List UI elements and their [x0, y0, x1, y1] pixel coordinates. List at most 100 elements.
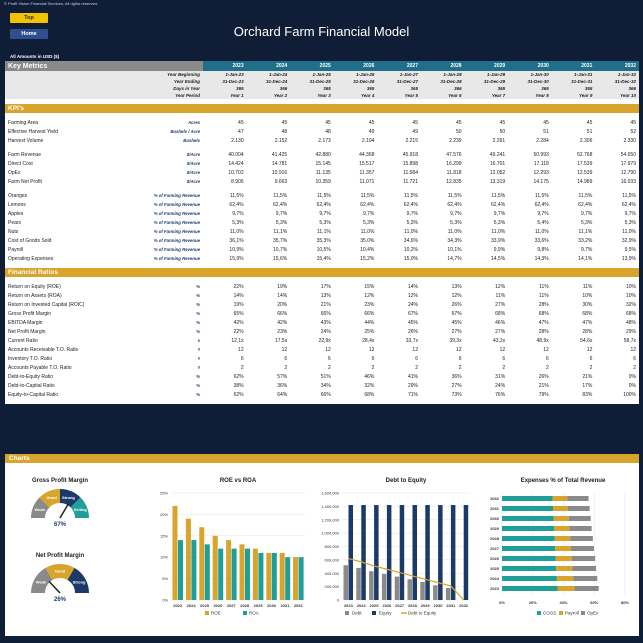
metric-row: Farming Area Acres 45 45 45 45 45 45 45 45 45 45 — [5, 118, 639, 127]
metric-value: 5,3% — [406, 219, 418, 226]
metric-unit: % — [196, 320, 201, 325]
metric-value: 45 — [281, 119, 288, 126]
period-cell: Year 3 — [290, 92, 334, 99]
metric-value: 5,3% — [319, 219, 331, 226]
metric-label: Nuts — [8, 228, 19, 235]
metric-value: 2 — [415, 364, 418, 371]
metric-unit: % — [196, 392, 201, 397]
metric-value: 51% — [320, 373, 331, 380]
metric-value: 49 — [412, 128, 418, 135]
y-tick-label: 800,000 — [325, 544, 340, 549]
metric-value: 66% — [320, 310, 331, 317]
metric-value: 68% — [582, 310, 593, 317]
metric-unit: # — [197, 347, 201, 352]
bar-debt — [445, 587, 451, 600]
metric-value: 45 — [325, 119, 331, 126]
x-tick-label: 2023 — [344, 603, 354, 608]
y-tick-label: 0% — [162, 598, 168, 603]
y-tick-label: 200,000 — [325, 584, 340, 589]
metric-row: Equity-to-Capital Ratio% 62% 64% 66% 68% 71% 7… — [5, 390, 639, 399]
metric-unit: % — [196, 311, 201, 316]
metric-value: 62,4% — [490, 201, 506, 208]
metric-value: 11.721 — [403, 178, 418, 185]
bar-cogs — [502, 546, 556, 551]
metric-label: Return on Invested Capital (ROIC) — [8, 301, 85, 308]
metric-value: 33,6% — [534, 237, 549, 244]
x-tick-label: 2027 — [227, 603, 237, 608]
metric-value: 51 — [586, 128, 593, 135]
metric-value: 19% — [233, 301, 244, 308]
metric-label: Return on Equity (ROE) — [8, 283, 61, 290]
period-cell: 31-Dec-25 — [290, 78, 334, 85]
legend-label: Debt — [352, 611, 362, 616]
spacer-cell — [5, 399, 639, 404]
x-tick-label: 0% — [499, 600, 505, 605]
metric-value: 10,1% — [447, 246, 462, 253]
metric-unit: % — [196, 383, 201, 388]
metric-value: 11,5% — [622, 192, 636, 199]
bar-equity — [438, 505, 443, 600]
metric-value: 22% — [233, 283, 244, 290]
period-cell: 31-Dec-27 — [377, 78, 421, 85]
metric-value: 21% — [582, 373, 593, 380]
metric-value: 14% — [407, 283, 418, 290]
metric-value: 30% — [582, 301, 593, 308]
metric-value: 34,6% — [403, 237, 418, 244]
metric-label: Debt-to-Capital Ratio — [8, 382, 55, 389]
bar-opex — [569, 526, 592, 531]
gauge-needle — [48, 580, 61, 594]
bar-equity — [361, 505, 366, 600]
x-tick-label: 2029 — [254, 603, 264, 608]
bar-roe — [185, 518, 191, 600]
metric-value: 12.293 — [533, 169, 549, 176]
metric-value: 36% — [277, 382, 288, 389]
metric-value: 12.539 — [577, 169, 593, 176]
gauge-band-label: Weak — [34, 507, 45, 512]
metric-value: 45 — [630, 119, 636, 126]
bar-roa — [271, 552, 277, 600]
metric-value: 13.319 — [489, 178, 506, 185]
metric-value: 9,5% — [624, 246, 636, 253]
metric-value: 34,3% — [447, 237, 462, 244]
metric-value: 16.299 — [446, 160, 462, 167]
metric-label: Accounts Receivable T.O. Ratio — [8, 346, 79, 353]
metric-value: 24% — [407, 301, 418, 308]
metric-unit: % — [196, 329, 201, 334]
metric-value: 12% — [364, 292, 375, 299]
metric-value: 62,4% — [403, 201, 418, 208]
metric-value: 62,4% — [360, 201, 375, 208]
legend-swatch — [345, 611, 349, 615]
metric-value: 11% — [539, 292, 549, 299]
period-row: Year Period Year 1 Year 2 Year 3 Year 4 Year … — [5, 92, 639, 99]
metric-value: 46% — [364, 373, 375, 380]
metric-label: Lemons — [8, 201, 26, 208]
y-tick-label: 5% — [162, 576, 168, 581]
metric-unit: # — [197, 356, 201, 361]
metric-value: 14% — [233, 292, 244, 299]
bar-debt — [381, 573, 387, 600]
legend-swatch — [581, 611, 585, 615]
metric-value: 15,9% — [229, 255, 244, 262]
metric-value: 47.576 — [446, 151, 462, 158]
gauge-title: Net Profit Margin — [36, 553, 85, 559]
legend-swatch — [243, 611, 247, 615]
metric-row: Apples % of Farming Revenue 9,7% 9,7% 9,7% 9,… — [5, 209, 639, 218]
gauge-band-label: Good — [55, 569, 66, 574]
metric-value: 11.584 — [403, 169, 418, 176]
legend-label: Equity — [379, 611, 392, 616]
ratios-section-header: Financial Ratios — [5, 268, 639, 277]
metric-label: Debt-to-Equity Ratio — [8, 373, 54, 380]
metric-label: Payroll — [8, 246, 24, 253]
metric-value: 2 — [284, 364, 288, 371]
metric-unit: % of Farming Revenue — [153, 220, 201, 225]
home-button[interactable]: Home — [10, 29, 48, 39]
top-button[interactable]: Top — [10, 13, 48, 23]
metric-value: 2.152 — [274, 137, 288, 144]
metric-unit: % of Farming Revenue — [153, 238, 201, 243]
legend-label: COGS — [543, 611, 556, 616]
metric-value: 32,9% — [621, 237, 636, 244]
period-cell: Year 7 — [464, 92, 509, 99]
metric-label: Farm Net Profit — [8, 178, 42, 185]
metric-label: Apples — [8, 210, 24, 217]
